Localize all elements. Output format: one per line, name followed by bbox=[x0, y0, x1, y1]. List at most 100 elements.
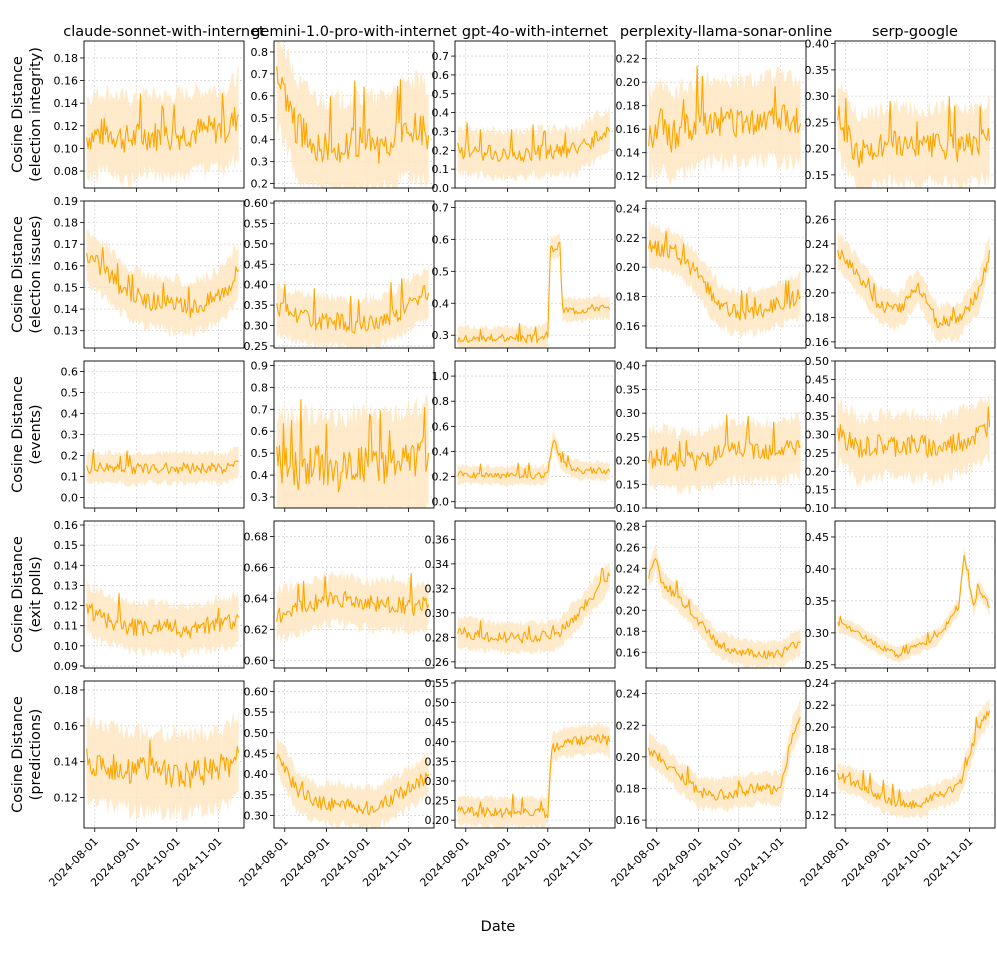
series-line bbox=[837, 406, 991, 458]
y-tick-label: 0.40 bbox=[805, 563, 830, 576]
y-tick-label: 0.20 bbox=[805, 721, 830, 734]
subplot-claude-sonnet-with-internet-1: 0.13 0.14 0.15 0.16 0.17 0.18 0.19 bbox=[54, 195, 245, 352]
axes-frame bbox=[454, 680, 616, 829]
row-label: Cosine Distance (election integrity) bbox=[10, 47, 44, 182]
confidence-band bbox=[457, 562, 610, 656]
y-tick-label: 0.22 bbox=[616, 53, 641, 66]
y-tick-label: 0.14 bbox=[54, 756, 79, 769]
confidence-band bbox=[648, 543, 801, 668]
series-line bbox=[276, 572, 430, 623]
axes-frame bbox=[273, 680, 435, 829]
y-tick-label: 0.15 bbox=[54, 281, 79, 294]
series-line bbox=[276, 278, 430, 334]
series-line bbox=[276, 398, 430, 493]
y-tick-label: 0.7 bbox=[432, 50, 450, 63]
axes-frame bbox=[454, 40, 616, 189]
y-tick-label: 0.20 bbox=[425, 814, 450, 827]
y-tick-label: 0.18 bbox=[616, 625, 641, 638]
confidence-band bbox=[276, 569, 429, 644]
y-tick-label: 0.15 bbox=[805, 484, 830, 497]
series-line bbox=[457, 241, 611, 344]
y-tick-label: 0.3 bbox=[432, 329, 450, 342]
subplot-gpt-4o-with-internet-4: 0.200.250.300.350.400.450.500.552024-08-… bbox=[417, 677, 616, 889]
confidence-band bbox=[276, 738, 429, 828]
axes-frame bbox=[83, 520, 245, 669]
series-line bbox=[86, 739, 240, 789]
y-tick-label: 0.40 bbox=[425, 736, 450, 749]
y-tick-label: 0.45 bbox=[244, 747, 269, 760]
subplot-serp-google-2: 0.10 0.15 0.20 0.25 0.30 0.35 0.40 0.45 0.50 bbox=[805, 355, 996, 515]
axes-frame bbox=[273, 40, 435, 189]
y-tick-label: 0.68 bbox=[244, 530, 269, 543]
y-tick-label: 0.55 bbox=[244, 706, 269, 719]
row-label-line: Cosine Distance bbox=[10, 536, 26, 653]
axes-frame bbox=[454, 200, 616, 349]
y-tick-label: 0.20 bbox=[616, 751, 641, 764]
y-tick-label: 0.20 bbox=[805, 287, 830, 300]
y-tick-label: 0.16 bbox=[54, 260, 79, 273]
confidence-band bbox=[86, 63, 239, 189]
y-tick-label: 1.0 bbox=[432, 370, 450, 383]
y-tick-label: 0.8 bbox=[432, 395, 450, 408]
subplot-gemini-1.0-pro-with-internet-3: 0.60 0.62 0.64 0.66 0.68 bbox=[244, 520, 435, 672]
confidence-band bbox=[837, 228, 990, 343]
y-tick-label: 0.16 bbox=[54, 75, 79, 88]
y-tick-label: 0.50 bbox=[244, 238, 269, 251]
y-tick-label: 0.18 bbox=[805, 311, 830, 324]
confidence-band bbox=[648, 412, 801, 497]
y-tick-label: 0.20 bbox=[616, 604, 641, 617]
row-label-line: Cosine Distance bbox=[10, 56, 26, 173]
y-tick-label: 0.30 bbox=[244, 810, 269, 823]
y-tick-label: 0.10 bbox=[616, 502, 641, 515]
y-tick-label: 0.7 bbox=[251, 403, 269, 416]
y-tick-label: 0.45 bbox=[244, 258, 269, 271]
y-tick-label: 0.25 bbox=[425, 795, 450, 808]
y-tick-label: 0.16 bbox=[54, 519, 79, 532]
series-line bbox=[837, 249, 991, 329]
y-tick-label: 0.15 bbox=[54, 539, 79, 552]
row-label: Cosine Distance (events) bbox=[10, 376, 44, 493]
subplot-gemini-1.0-pro-with-internet-1: 0.25 0.30 0.35 0.40 0.45 0.50 0.55 0.60 bbox=[244, 197, 435, 353]
subplot-gpt-4o-with-internet-2: 0.0 0.2 0.4 0.6 0.8 1.0 bbox=[432, 360, 616, 512]
axes-frame bbox=[83, 40, 245, 189]
y-tick-label: 0.14 bbox=[54, 97, 79, 110]
confidence-band bbox=[457, 721, 610, 828]
y-tick-label: 0.12 bbox=[54, 600, 79, 613]
axes-frame bbox=[273, 520, 435, 669]
axes-frame bbox=[454, 360, 616, 509]
y-tick-label: 0.24 bbox=[805, 677, 830, 690]
y-tick-label: 0.15 bbox=[616, 478, 641, 491]
axes-frame bbox=[645, 40, 807, 189]
y-tick-label: 0.0 bbox=[432, 496, 450, 509]
series-line bbox=[276, 66, 430, 164]
series-line bbox=[457, 121, 611, 163]
series-line bbox=[86, 449, 239, 475]
y-tick-label: 0.17 bbox=[54, 238, 79, 251]
y-tick-label: 0.18 bbox=[54, 52, 79, 65]
series-line bbox=[457, 439, 611, 480]
y-tick-label: 0.16 bbox=[616, 123, 641, 136]
confidence-band bbox=[648, 65, 801, 188]
y-tick-label: 0.20 bbox=[616, 76, 641, 89]
y-tick-label: 0.30 bbox=[425, 607, 450, 620]
y-tick-label: 0.24 bbox=[616, 562, 641, 575]
column-title: claude-sonnet-with-internet bbox=[63, 24, 265, 40]
y-tick-label: 0.28 bbox=[425, 631, 450, 644]
column-title: serp-google bbox=[872, 24, 958, 40]
y-tick-label: 0.25 bbox=[805, 659, 830, 672]
subplot-serp-google-3: 0.25 0.30 0.35 0.40 0.45 bbox=[805, 520, 996, 672]
series-line bbox=[648, 414, 801, 472]
subplot-perplexity-llama-sonar-online-2: 0.10 0.15 0.20 0.25 0.30 0.35 0.40 bbox=[616, 360, 807, 515]
y-tick-label: 0.4 bbox=[432, 297, 450, 310]
y-tick-label: 0.16 bbox=[805, 336, 830, 349]
y-tick-label: 0.4 bbox=[432, 445, 450, 458]
y-tick-label: 0.15 bbox=[805, 169, 830, 182]
y-tick-label: 0.6 bbox=[251, 90, 269, 103]
y-tick-label: 0.35 bbox=[425, 755, 450, 768]
y-tick-label: 0.2 bbox=[432, 144, 450, 157]
y-tick-label: 0.5 bbox=[251, 112, 269, 125]
series-line bbox=[457, 733, 611, 819]
y-tick-label: 0.26 bbox=[616, 541, 641, 554]
subplot-claude-sonnet-with-internet-0: 0.08 0.10 0.12 0.14 0.16 0.18 bbox=[54, 40, 245, 192]
